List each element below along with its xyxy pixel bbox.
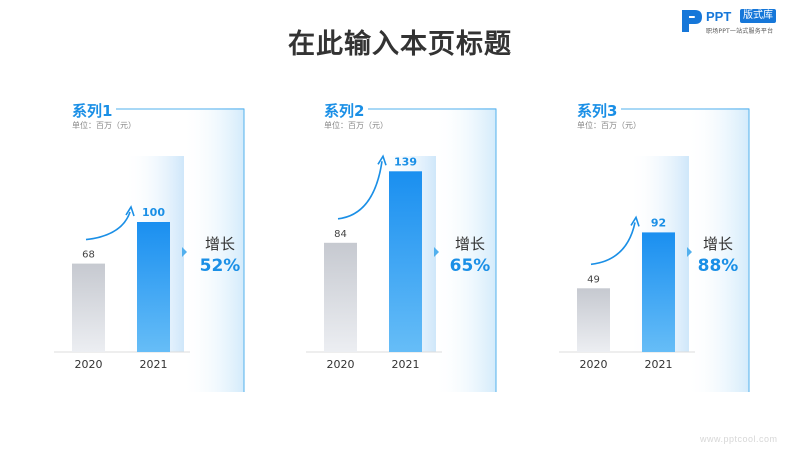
panel-frame-line [621,108,750,392]
tick-label: 2020 [327,358,355,371]
unit-label: 单位：百万（元） [72,121,136,130]
bar-2020 [577,288,610,352]
data-label: 92 [651,216,666,229]
watermark: www.pptcool.com [700,434,778,444]
growth-arrow-icon [85,211,131,241]
growth-value: 65% [449,256,491,276]
chart-panel-1: 68 2020 100 2021 系列1 单位：百万（元） 增长 52% [54,96,272,396]
arrow-head-icon [125,205,135,217]
data-label: 68 [82,250,95,261]
chart-panel-3: 49 2020 92 2021 系列3 单位：百万（元） 增长 88% [559,96,777,396]
data-label: 84 [334,229,347,240]
arrow-head-icon [377,154,387,166]
chart-panel-2: 84 2020 139 2021 系列2 单位：百万（元） 增长 65% [306,96,524,396]
panel-background [182,108,244,392]
bar-2020 [72,263,105,352]
triangle-marker-icon [687,247,692,257]
data-label: 100 [142,206,165,219]
series-title: 系列1 [72,102,113,120]
chart-2-svg: 84 2020 139 2021 [306,108,497,392]
growth-value: 88% [697,256,739,276]
logo[interactable]: PPT 版式库 职场PPT一站式服务平台 [680,8,798,36]
tick-label: 2020 [75,358,103,371]
series-title: 系列2 [324,102,365,120]
data-label: 49 [587,274,600,285]
growth-value: 52% [199,256,241,276]
panel-frame-line [116,108,245,392]
bar-2021 [642,232,675,352]
bar-2021 [389,171,422,352]
growth-label: 增长 [702,235,733,253]
growth-label: 增长 [204,235,235,253]
growth-arrow-icon [590,222,636,266]
chart-3-svg: 49 2020 92 2021 [559,108,750,392]
unit-label: 单位：百万（元） [324,121,388,130]
logo-tagline: 职场PPT一站式服务平台 [706,28,774,35]
panel-frame-line [368,108,497,392]
logo-mark-icon [682,10,702,32]
bar-2020 [324,242,357,352]
page-title: 在此输入本页标题 [288,29,512,60]
arrow-head-icon [630,215,640,227]
tick-label: 2021 [392,358,420,371]
series-title: 系列3 [577,102,618,120]
chart-1-svg: 68 2020 100 2021 [54,108,245,392]
growth-label: 增长 [454,235,485,253]
tick-label: 2021 [140,358,168,371]
panel-background [687,108,749,392]
tick-label: 2021 [645,358,673,371]
bar-2021 [137,222,170,352]
data-label: 139 [394,155,417,168]
triangle-marker-icon [182,247,187,257]
unit-label: 单位：百万（元） [577,121,641,130]
panel-background [434,108,496,392]
triangle-marker-icon [434,247,439,257]
logo-brand: PPT [706,9,732,24]
logo-badge: 版式库 [740,9,776,23]
tick-label: 2020 [580,358,608,371]
growth-arrow-icon [337,161,383,220]
